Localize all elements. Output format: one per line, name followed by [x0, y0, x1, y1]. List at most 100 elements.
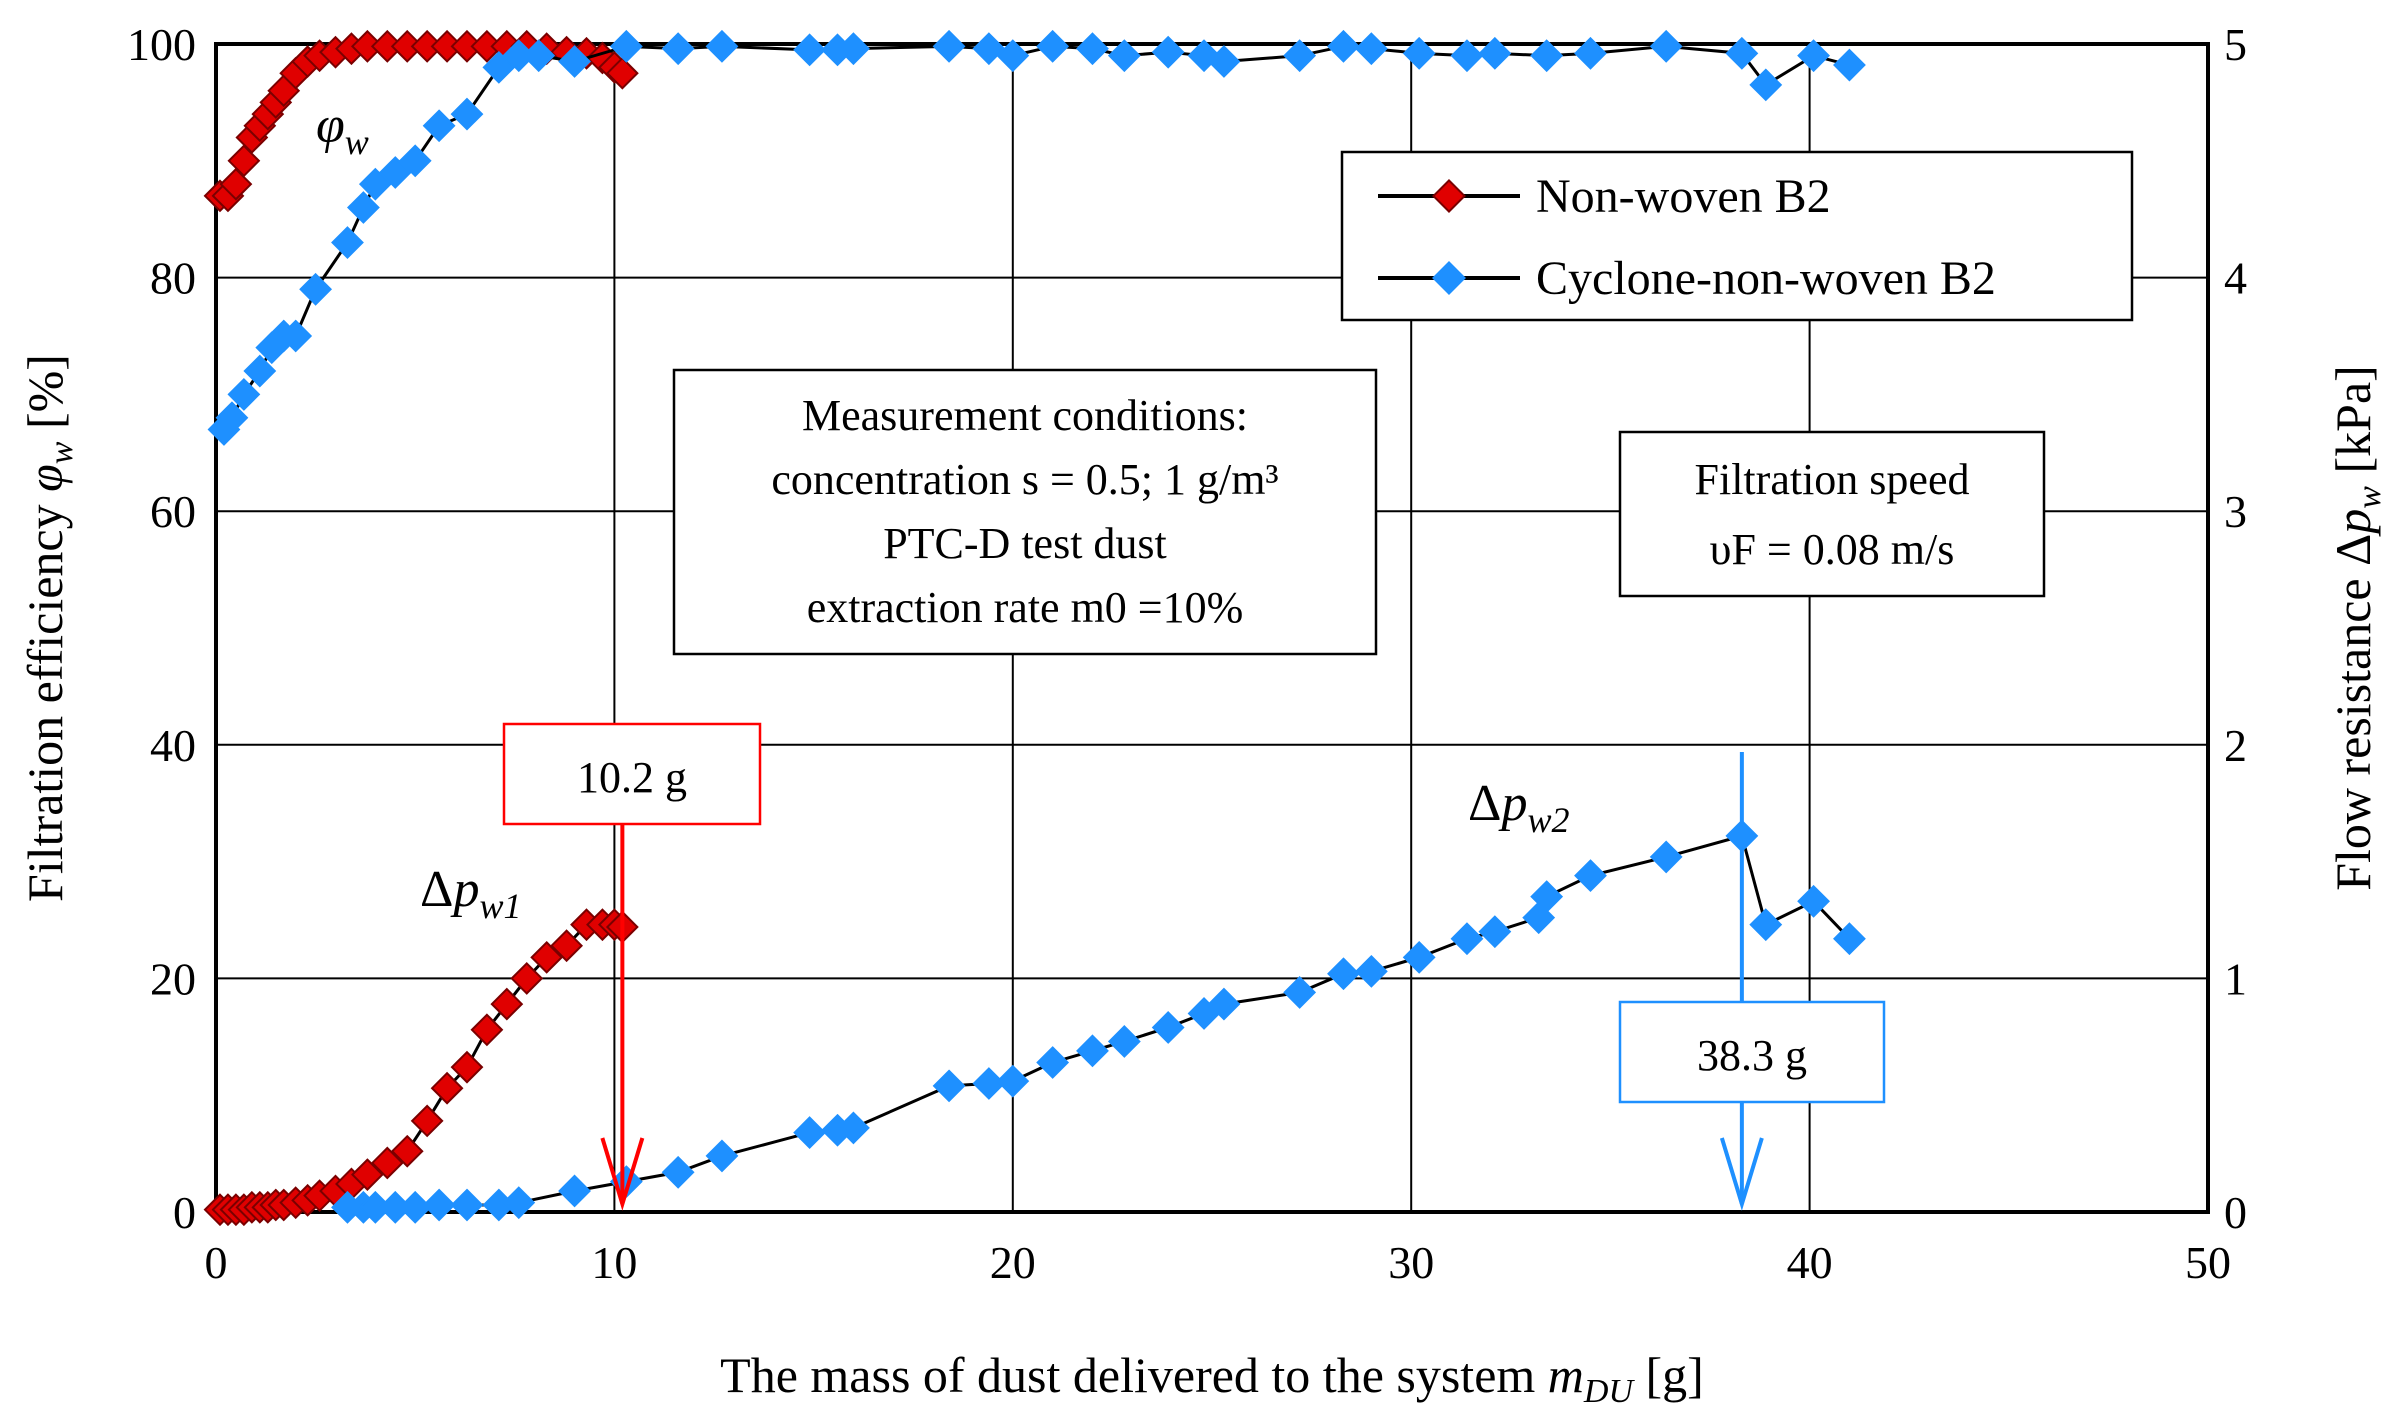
dp-w1-label: Δpw1: [420, 861, 521, 926]
marker-10-2g-box: [502, 722, 762, 826]
data-point: [1797, 39, 1830, 73]
data-point: [1402, 940, 1436, 974]
data-point: [793, 33, 827, 67]
x-tick-label: 50: [2185, 1237, 2231, 1288]
data-point: [661, 1155, 695, 1189]
x-tick-label: 40: [1787, 1237, 1833, 1288]
data-point: [1450, 39, 1484, 73]
data-point: [1076, 32, 1109, 66]
data-point: [1283, 39, 1317, 73]
series-3: [331, 819, 1866, 1224]
phi-w-label: φw: [316, 97, 369, 162]
conditions-line-3: PTC-D test dust: [883, 519, 1167, 568]
marker-10-2g-arrow-head: [600, 1137, 645, 1211]
data-point: [215, 401, 249, 435]
data-point: [605, 56, 639, 90]
marker-10-2g: 10.2 g: [502, 722, 762, 1211]
data-point: [378, 156, 412, 189]
speed-line-1: Filtration speed: [1695, 455, 1970, 504]
data-point: [1207, 987, 1241, 1021]
marker-38-3g-label: 38.3 g: [1697, 1031, 1807, 1080]
data-point: [530, 940, 564, 974]
data-point: [346, 191, 380, 224]
marker-38-3g: 38.3 g: [1618, 752, 1886, 1211]
data-point: [522, 39, 556, 73]
marker-10-2g-label: 10.2 g: [577, 753, 687, 802]
data-point: [1833, 922, 1866, 956]
data-point: [1354, 32, 1388, 66]
data-point: [358, 167, 392, 201]
data-point: [227, 377, 261, 411]
plot-frame: [214, 42, 2210, 1214]
x-tick-label: 10: [591, 1237, 637, 1288]
data-point: [430, 1071, 464, 1105]
data-point: [558, 45, 591, 78]
data-point: [1797, 884, 1830, 918]
y-right-tick-label: 5: [2224, 19, 2247, 70]
data-point: [1749, 68, 1783, 102]
data-point: [558, 1174, 591, 1208]
data-point: [705, 29, 739, 63]
data-point: [422, 1188, 456, 1222]
data-point: [1076, 1034, 1109, 1068]
data-point: [331, 226, 364, 259]
legend-label-cyclone: Cyclone-non-woven B2: [1536, 252, 1996, 305]
series-0: [203, 29, 639, 213]
data-point: [299, 272, 333, 306]
speed-line-2: υF = 0.08 m/s: [1710, 525, 1955, 574]
data-point: [243, 354, 277, 388]
y-right-tick-label: 2: [2224, 720, 2247, 771]
y-left-tick-label: 20: [150, 953, 196, 1004]
y-left-tick-label: 0: [173, 1187, 196, 1238]
data-point: [932, 1069, 966, 1103]
data-point: [398, 1190, 432, 1224]
conditions-line-2: concentration s = 0.5; 1 g/m³: [771, 455, 1278, 504]
data-point: [350, 1158, 384, 1192]
data-point: [450, 1188, 484, 1222]
data-point: [1478, 915, 1512, 949]
x-tick-label: 0: [205, 1237, 228, 1288]
speed-box: Filtration speed υF = 0.08 m/s: [1618, 430, 2046, 598]
data-point: [410, 1104, 444, 1138]
data-point: [1327, 29, 1360, 63]
data-point: [972, 32, 1006, 66]
series-line: [219, 923, 623, 1212]
data-point: [793, 1116, 827, 1149]
data-point: [972, 1067, 1006, 1100]
legend-marker-nonwoven: [1432, 179, 1466, 213]
x-axis-title: The mass of dust delivered to the system…: [720, 1347, 1704, 1410]
data-point: [1522, 901, 1556, 935]
y-right-tick-label: 0: [2224, 1187, 2247, 1238]
data-point: [1402, 36, 1436, 70]
y-left-tick-label: 80: [150, 253, 196, 304]
y-left-tick-label: 40: [150, 720, 196, 771]
conditions-frame: [672, 368, 1378, 656]
series-2: [207, 29, 1866, 446]
y-left-tick-label: 100: [127, 19, 196, 70]
data-point: [1354, 954, 1388, 988]
data-point: [1478, 36, 1512, 70]
data-point: [482, 50, 516, 84]
data-point: [390, 1134, 424, 1168]
data-point: [1749, 908, 1783, 942]
data-point: [1725, 36, 1759, 70]
data-point: [1530, 880, 1564, 914]
data-point: [1036, 29, 1070, 63]
data-point: [1833, 48, 1866, 82]
data-point: [1107, 1025, 1141, 1058]
data-point: [1574, 36, 1607, 70]
marker-38-3g-box: [1618, 1000, 1886, 1104]
conditions-line-1: Measurement conditions:: [802, 391, 1248, 440]
data-point: [1207, 45, 1241, 78]
data-point: [450, 1050, 484, 1084]
data-point: [1036, 1046, 1070, 1079]
conditions-box: Measurement conditions: concentration s …: [672, 368, 1378, 656]
data-point: [398, 144, 432, 178]
data-point: [502, 1186, 536, 1220]
data-point: [996, 1064, 1030, 1098]
conditions-line-4: extraction rate m0 =10%: [807, 583, 1244, 632]
x-tick-label: 30: [1388, 1237, 1434, 1288]
marker-38-3g-arrow-head: [1719, 1137, 1764, 1211]
y-left-axis-title: Filtration efficiency φw [%]: [17, 354, 80, 902]
